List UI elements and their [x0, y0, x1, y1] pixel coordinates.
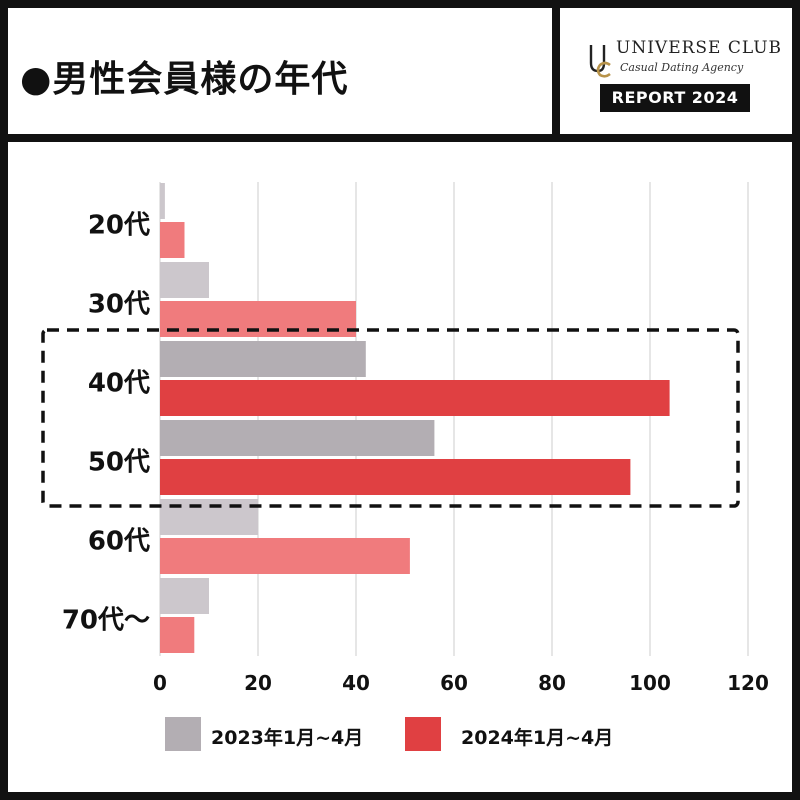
- x-tick-label: 80: [538, 671, 566, 695]
- x-tick-label: 40: [342, 671, 370, 695]
- category-label: 50代: [88, 448, 150, 478]
- category-label: 70代〜: [62, 606, 150, 636]
- bar-2023: [160, 262, 209, 298]
- bar-2024: [160, 617, 195, 653]
- x-tick-label: 60: [440, 671, 468, 695]
- brand-tagline: Casual Dating Agency: [620, 61, 744, 74]
- report-badge: REPORT 2024: [600, 84, 750, 112]
- x-tick-label: 0: [153, 671, 167, 695]
- x-tick-label: 100: [629, 671, 671, 695]
- bar-2023: [160, 578, 209, 614]
- bar-2023: [160, 341, 366, 377]
- x-tick-label: 120: [727, 671, 769, 695]
- legend-swatch-2023: [165, 717, 201, 751]
- brand-name: UNIVERSE CLUB: [616, 38, 783, 58]
- uc-monogram-icon: [589, 45, 611, 78]
- bar-2024: [160, 459, 631, 495]
- bar-2023: [160, 183, 165, 219]
- bar-2024: [160, 222, 185, 258]
- category-label: 40代: [88, 369, 150, 399]
- x-tick-label: 20: [244, 671, 272, 695]
- category-label: 60代: [88, 527, 150, 557]
- bar-2024: [160, 380, 670, 416]
- legend-label-2023: 2023年1月~4月: [211, 727, 364, 749]
- legend-label-2024: 2024年1月~4月: [461, 727, 614, 749]
- highlight-box: [41, 328, 740, 508]
- page-title: ●男性会員様の年代: [20, 59, 349, 100]
- title-box: ●男性会員様の年代: [8, 8, 560, 134]
- category-label: 30代: [88, 290, 150, 320]
- bar-2023: [160, 420, 435, 456]
- legend-swatch-2024: [405, 717, 441, 751]
- brand-block: UNIVERSE CLUB Casual Dating Agency REPOR…: [560, 8, 792, 134]
- header: ●男性会員様の年代 UNIVERSE CLUB Casual Dating Ag…: [8, 8, 792, 142]
- category-label: 20代: [88, 211, 150, 241]
- bar-2024: [160, 538, 410, 574]
